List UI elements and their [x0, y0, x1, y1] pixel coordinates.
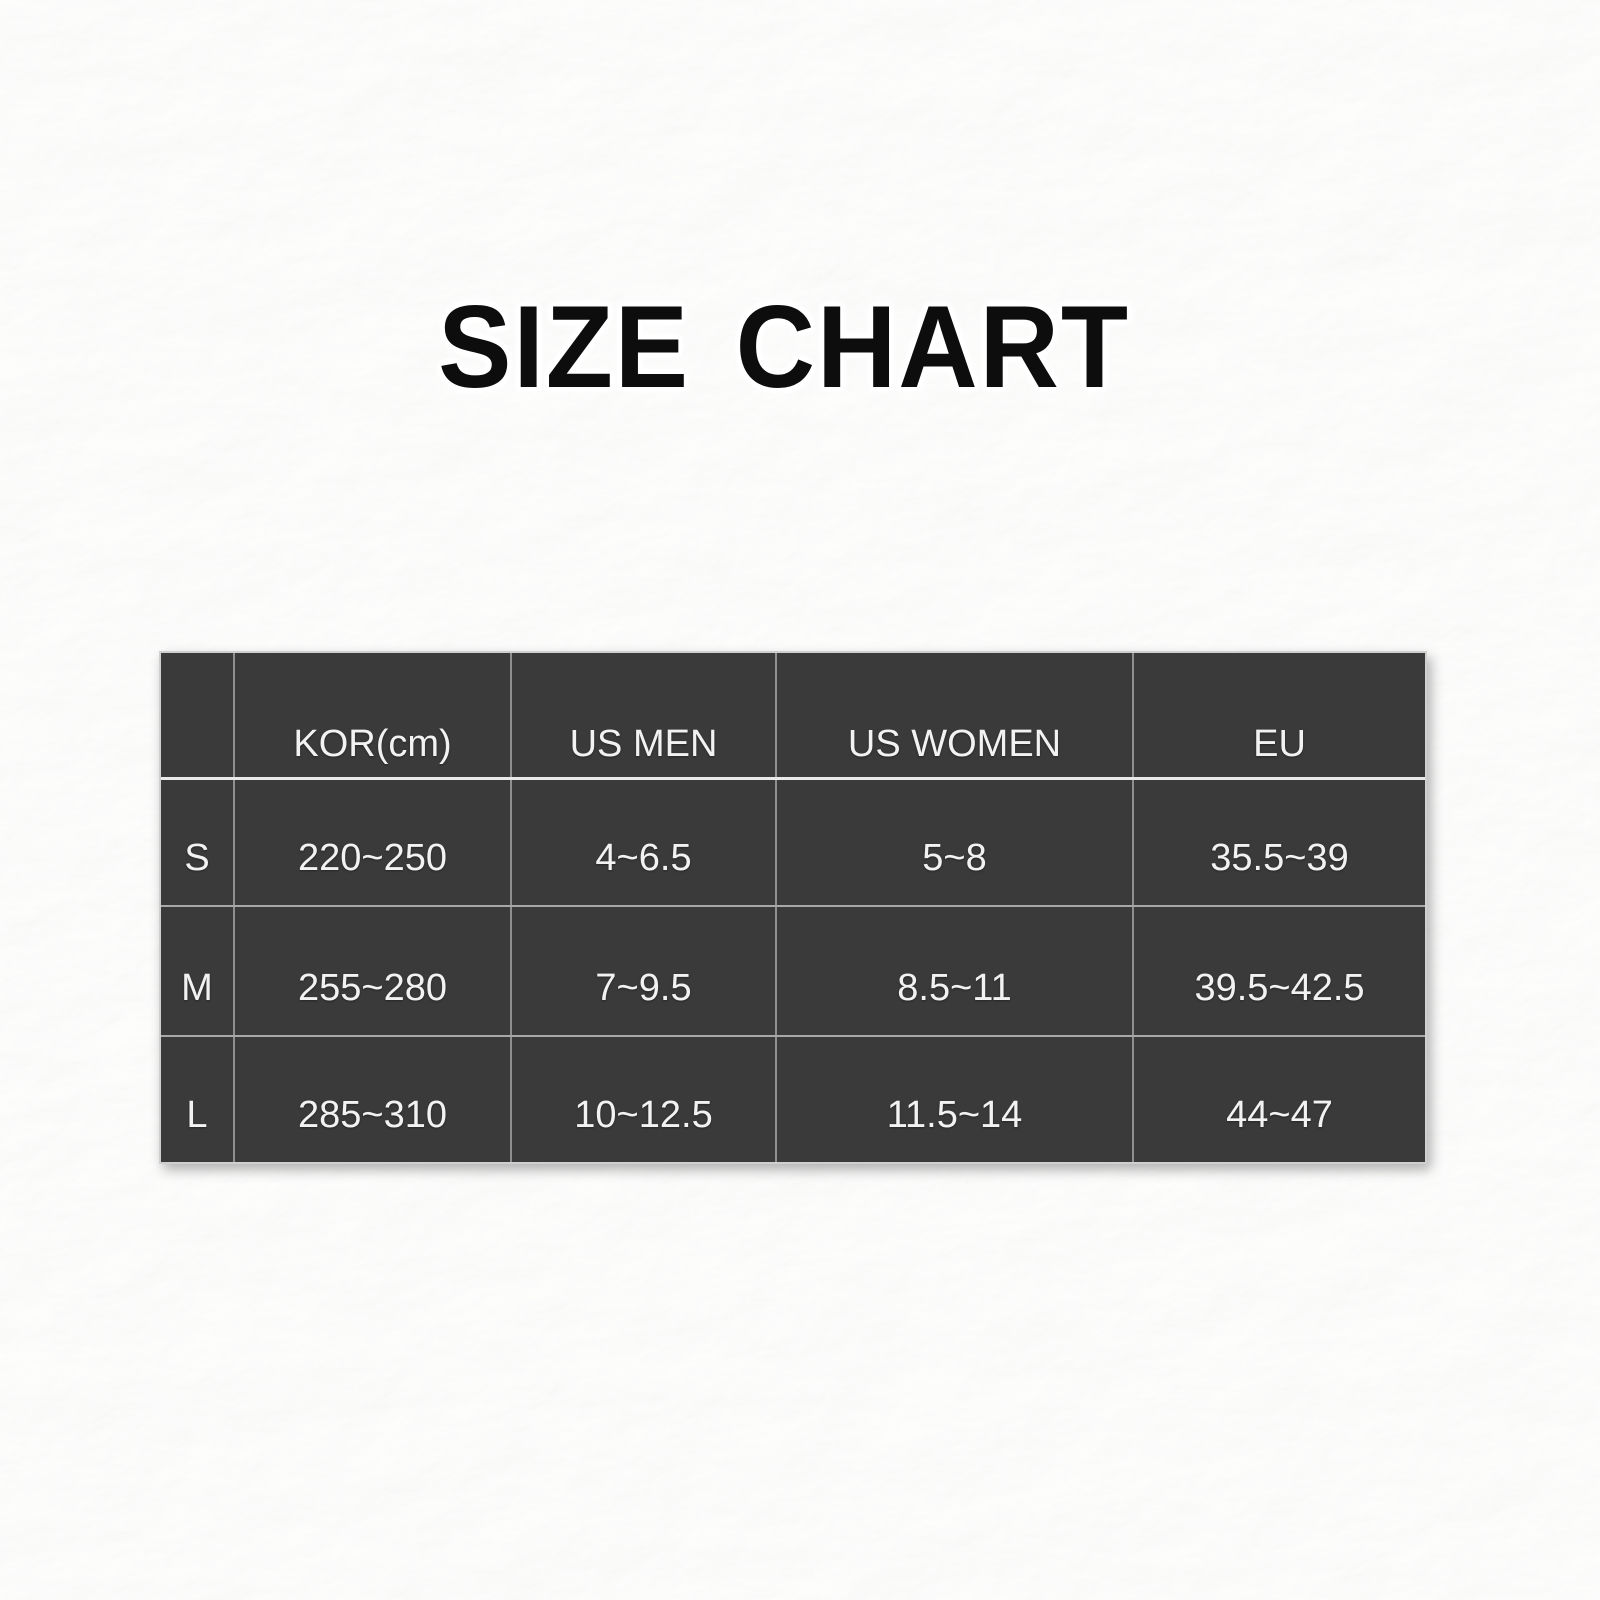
table-row-l: L 285~310 10~12.5 11.5~14 44~47 — [161, 1036, 1425, 1162]
size-chart-table-container: KOR(cm) US MEN US WOMEN EU S 220~250 4~6.5 5~8… — [159, 651, 1427, 1164]
size-value-cell: 255~280 — [234, 906, 512, 1037]
table-header: KOR(cm) US MEN US WOMEN EU — [161, 653, 1425, 780]
row-label-s: S — [161, 778, 235, 907]
size-value-cell: 7~9.5 — [511, 906, 777, 1037]
corner-header-cell — [161, 653, 235, 780]
size-value-cell: 220~250 — [234, 778, 512, 907]
table-row-s: S 220~250 4~6.5 5~8 35.5~39 — [161, 778, 1425, 907]
table-body: S 220~250 4~6.5 5~8 35.5~39 M 255~280 7~9.5 8.5~… — [161, 778, 1425, 1162]
size-value-cell: 5~8 — [776, 778, 1134, 907]
size-value-cell: 285~310 — [234, 1036, 512, 1162]
column-header-kor-cm: KOR(cm) — [234, 653, 512, 780]
size-value-cell: 8.5~11 — [776, 906, 1134, 1037]
column-header-eu: EU — [1133, 653, 1425, 780]
table-header-row: KOR(cm) US MEN US WOMEN EU — [161, 653, 1425, 780]
row-label-l: L — [161, 1036, 235, 1162]
size-value-cell: 44~47 — [1226, 1094, 1333, 1136]
size-value-cell: 39.5~42.5 — [1133, 906, 1425, 1037]
column-header-us-women: US WOMEN — [776, 653, 1134, 780]
size-value-cell: 4~6.5 — [511, 778, 777, 907]
table-row-m: M 255~280 7~9.5 8.5~11 39.5~42.5 — [161, 906, 1425, 1037]
row-label-m: M — [161, 906, 235, 1037]
size-chart-table: KOR(cm) US MEN US WOMEN EU S 220~250 4~6.5 5~8… — [161, 653, 1425, 1162]
size-value-cell: 35.5~39 — [1133, 778, 1425, 907]
page-title: SIZE CHART — [438, 281, 1130, 412]
size-value-cell: 10~12.5 — [511, 1036, 777, 1162]
column-header-us-men: US MEN — [511, 653, 777, 780]
size-value-cell: 11.5~14 — [776, 1036, 1134, 1162]
